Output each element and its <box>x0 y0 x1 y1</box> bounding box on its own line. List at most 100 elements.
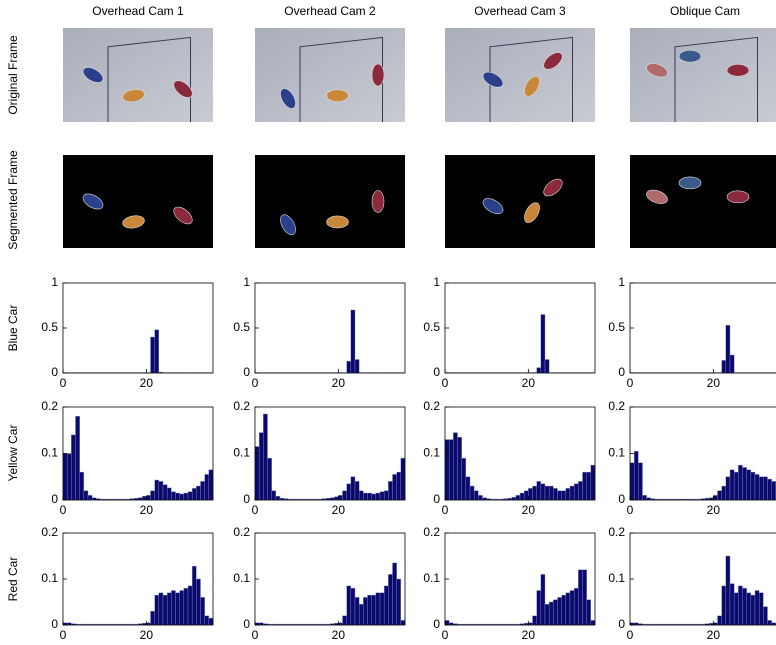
x-tick-label: 0 <box>60 503 67 517</box>
y-tick-label: 0.5 <box>423 320 440 334</box>
bar <box>208 469 214 501</box>
bar <box>275 496 281 501</box>
bar <box>363 597 368 626</box>
bar <box>590 464 596 501</box>
bar <box>354 481 360 501</box>
bar <box>392 474 397 501</box>
bar <box>629 462 635 501</box>
bar <box>767 620 772 626</box>
x-tick-label: 0 <box>60 628 67 642</box>
bar <box>396 471 402 501</box>
bar <box>767 478 772 501</box>
bar <box>392 562 397 626</box>
bar <box>158 592 164 626</box>
bar <box>733 592 739 626</box>
car <box>482 71 504 88</box>
bar <box>725 325 731 374</box>
histogram: 0 0.1 0.2 0 20 <box>423 525 596 642</box>
bar <box>350 309 356 374</box>
x-tick-label: 20 <box>332 376 346 390</box>
x-tick-label: 20 <box>707 503 721 517</box>
bar <box>175 592 180 626</box>
bar <box>457 437 462 501</box>
bar <box>532 615 537 626</box>
bar <box>158 481 164 501</box>
bar <box>154 594 160 626</box>
y-tick-label: 0.5 <box>41 320 58 334</box>
bar <box>565 488 571 501</box>
row-label: Original Frame <box>6 35 20 115</box>
bar <box>536 590 542 626</box>
car <box>280 88 296 109</box>
bar <box>544 485 550 501</box>
column-title: Overhead Cam 2 <box>284 4 376 18</box>
y-tick-label: 0.2 <box>608 525 625 539</box>
x-tick-label: 0 <box>252 376 259 390</box>
histogram: 0 0.1 0.2 0 20 <box>41 399 214 517</box>
bar <box>729 583 735 626</box>
bar <box>379 491 385 501</box>
bar <box>478 495 483 501</box>
y-tick-label: 0.1 <box>608 446 625 460</box>
bar <box>187 585 193 626</box>
y-tick-label: 0.5 <box>608 320 625 334</box>
x-tick-label: 20 <box>522 376 536 390</box>
x-tick-label: 20 <box>522 503 536 517</box>
bar <box>371 594 377 626</box>
car <box>524 75 540 97</box>
bar <box>254 446 260 501</box>
bar <box>354 597 360 626</box>
bar <box>371 493 377 501</box>
x-tick-label: 20 <box>522 628 536 642</box>
bar <box>171 590 176 626</box>
bar <box>358 604 364 626</box>
y-tick-label: 0.1 <box>423 571 440 585</box>
bar <box>196 578 201 626</box>
car <box>371 63 385 87</box>
bar <box>448 439 454 501</box>
bar <box>375 592 381 626</box>
car <box>524 202 540 223</box>
bar <box>346 483 352 501</box>
bar <box>75 416 80 501</box>
bar <box>444 620 450 626</box>
car <box>326 89 349 102</box>
bar <box>367 492 372 501</box>
bar <box>540 574 546 626</box>
original-frame <box>630 28 776 122</box>
bar <box>346 585 352 626</box>
row-label: Segmented Frame <box>6 150 20 250</box>
bar <box>354 359 360 374</box>
x-tick-label: 20 <box>140 376 154 390</box>
x-tick-label: 0 <box>442 376 449 390</box>
bar <box>267 457 272 501</box>
x-tick-label: 20 <box>332 628 346 642</box>
bar <box>573 588 579 626</box>
plot-area <box>445 283 595 373</box>
bar <box>342 490 347 501</box>
bar <box>465 476 471 501</box>
x-tick-label: 20 <box>140 628 154 642</box>
bar <box>396 578 402 626</box>
bar <box>717 490 722 501</box>
car <box>173 80 193 98</box>
bar <box>375 492 381 501</box>
car <box>646 189 668 204</box>
bar <box>71 434 76 501</box>
bar <box>763 606 768 626</box>
bar <box>162 594 168 626</box>
y-tick-label: 0 <box>243 492 250 506</box>
histogram: 0 0.1 0.2 0 20 <box>608 525 776 642</box>
histogram: 0 0.1 0.2 0 20 <box>41 525 214 642</box>
bar <box>350 588 356 626</box>
y-tick-label: 0 <box>51 492 58 506</box>
bar <box>561 594 567 626</box>
y-tick-label: 0 <box>433 365 440 379</box>
x-tick-label: 0 <box>442 503 449 517</box>
bar <box>746 592 752 626</box>
bar <box>523 490 529 501</box>
plot-area <box>63 283 213 373</box>
bar <box>742 467 747 501</box>
histogram: 0 0.1 0.2 0 20 <box>233 399 406 517</box>
y-tick-label: 0.2 <box>233 399 250 413</box>
